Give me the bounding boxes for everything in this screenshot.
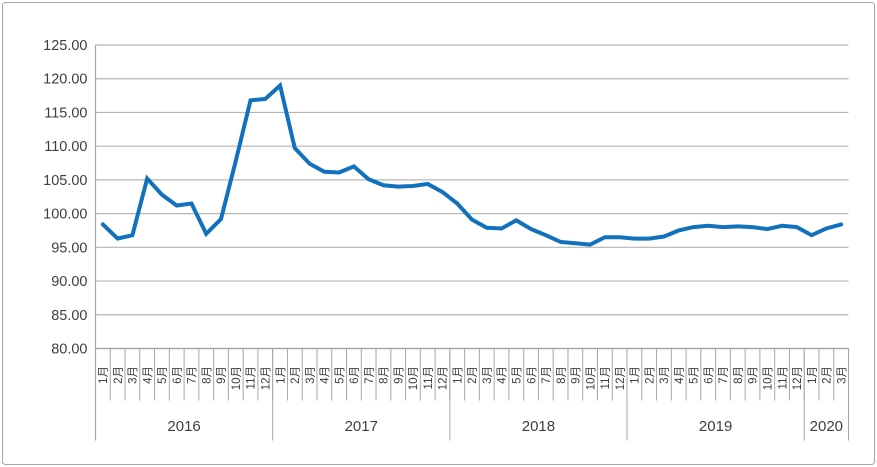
x-month-label: 8月 bbox=[556, 366, 568, 384]
year-label: 2017 bbox=[345, 418, 378, 435]
x-month-label: 7月 bbox=[541, 366, 553, 384]
x-month-label: 10月 bbox=[231, 366, 243, 390]
y-tick-label: 100.00 bbox=[43, 207, 87, 223]
x-month-label: 3月 bbox=[128, 366, 140, 384]
x-month-label: 9月 bbox=[748, 366, 760, 384]
x-month-label: 12月 bbox=[792, 366, 804, 390]
x-month-label: 4月 bbox=[674, 366, 686, 384]
y-tick-label: 125.00 bbox=[43, 38, 87, 54]
x-month-label: 6月 bbox=[526, 366, 538, 384]
y-tick-label: 115.00 bbox=[44, 105, 87, 121]
x-month-label: 11月 bbox=[777, 366, 789, 389]
x-month-label: 2月 bbox=[644, 366, 656, 384]
x-month-label: 3月 bbox=[482, 366, 494, 384]
x-month-label: 7月 bbox=[187, 366, 199, 384]
x-month-label: 2月 bbox=[822, 366, 834, 384]
x-month-label: 9月 bbox=[571, 366, 583, 384]
x-month-label: 9月 bbox=[216, 366, 228, 384]
x-month-label: 5月 bbox=[334, 366, 346, 384]
y-tick-label: 95.00 bbox=[51, 240, 87, 256]
y-tick-label: 110.00 bbox=[44, 139, 87, 155]
x-month-label: 12月 bbox=[438, 366, 450, 390]
y-tick-label: 85.00 bbox=[51, 308, 87, 324]
x-month-label: 10月 bbox=[408, 366, 420, 390]
year-label: 2019 bbox=[699, 418, 732, 435]
x-month-label: 4月 bbox=[497, 366, 509, 384]
x-month-label: 2月 bbox=[113, 366, 125, 384]
x-month-label: 3月 bbox=[659, 366, 671, 384]
x-month-label: 1月 bbox=[630, 366, 642, 384]
x-month-label: 12月 bbox=[615, 366, 627, 390]
y-tick-label: 80.00 bbox=[51, 342, 87, 358]
x-month-label: 9月 bbox=[393, 366, 405, 384]
x-month-label: 8月 bbox=[733, 366, 745, 384]
x-month-label: 10月 bbox=[585, 366, 597, 390]
x-month-label: 7月 bbox=[364, 366, 376, 384]
x-month-label: 6月 bbox=[703, 366, 715, 384]
x-month-label: 8月 bbox=[379, 366, 391, 384]
x-month-label: 5月 bbox=[689, 366, 701, 384]
x-month-label: 11月 bbox=[246, 366, 258, 389]
x-month-label: 1月 bbox=[452, 366, 464, 384]
y-tick-label: 120.00 bbox=[43, 72, 87, 88]
x-month-label: 11月 bbox=[423, 366, 435, 389]
y-tick-label: 105.00 bbox=[43, 173, 87, 189]
x-month-label: 11月 bbox=[600, 366, 612, 389]
x-month-label: 5月 bbox=[511, 366, 523, 384]
x-month-label: 5月 bbox=[157, 366, 169, 384]
x-month-label: 12月 bbox=[260, 366, 272, 390]
x-month-label: 4月 bbox=[142, 366, 154, 384]
year-label: 2020 bbox=[810, 418, 843, 435]
x-month-label: 3月 bbox=[305, 366, 317, 384]
y-tick-label: 90.00 bbox=[51, 274, 87, 290]
x-month-label: 2月 bbox=[290, 366, 302, 384]
year-label: 2016 bbox=[167, 418, 200, 435]
x-month-label: 1月 bbox=[275, 366, 287, 384]
x-month-label: 7月 bbox=[718, 366, 730, 384]
x-month-label: 4月 bbox=[320, 366, 332, 384]
x-month-label: 1月 bbox=[98, 366, 110, 384]
year-label: 2018 bbox=[522, 418, 555, 435]
x-month-label: 1月 bbox=[807, 366, 819, 384]
x-month-label: 10月 bbox=[762, 366, 774, 390]
x-month-label: 6月 bbox=[349, 366, 361, 384]
x-month-label: 2月 bbox=[467, 366, 479, 384]
x-month-label: 3月 bbox=[836, 366, 848, 384]
x-month-label: 8月 bbox=[201, 366, 213, 384]
data-series-line bbox=[100, 81, 844, 247]
x-month-label: 6月 bbox=[172, 366, 184, 384]
